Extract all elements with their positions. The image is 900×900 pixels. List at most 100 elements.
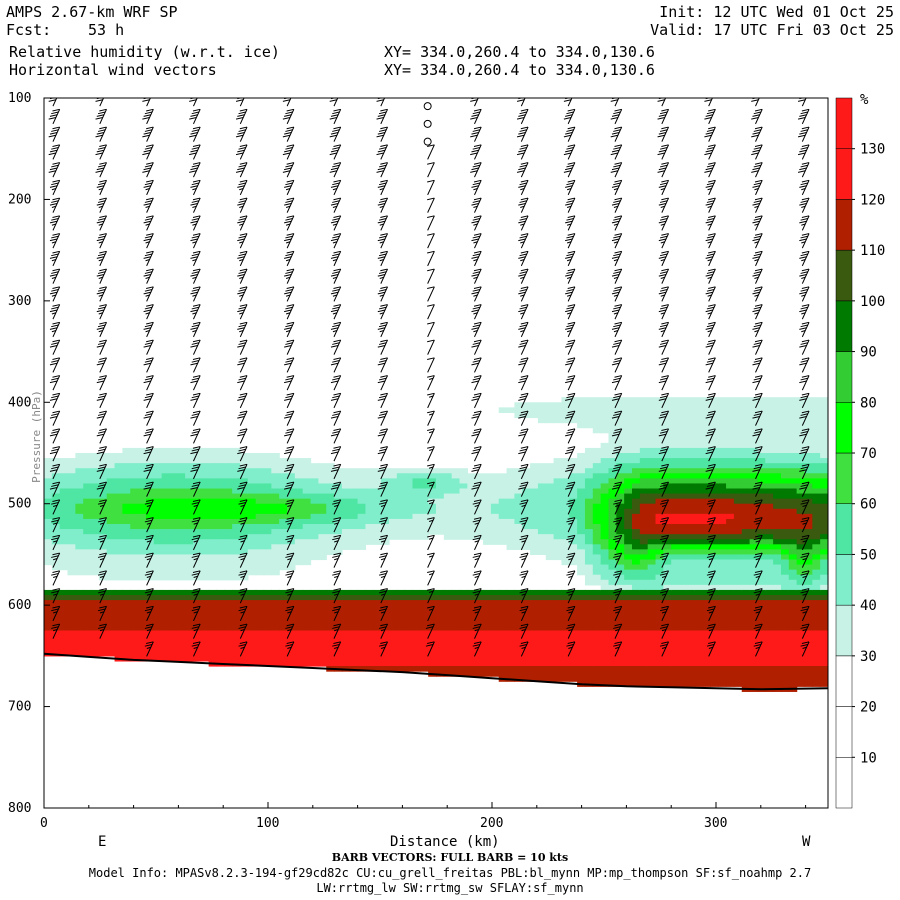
- rh-cell: [765, 513, 774, 520]
- rh-cell: [616, 488, 625, 495]
- barb-flag: [192, 552, 201, 556]
- rh-cell: [600, 458, 610, 464]
- rh-cell: [138, 635, 147, 642]
- rh-cell: [279, 468, 288, 474]
- rh-cell: [632, 478, 641, 485]
- rh-cell: [820, 402, 828, 408]
- barb-shaft: [193, 481, 201, 497]
- rh-cell: [632, 559, 641, 566]
- rh-cell: [569, 676, 578, 682]
- rh-cell: [812, 549, 821, 556]
- rh-cell: [726, 635, 735, 642]
- rh-cell: [773, 600, 782, 606]
- barb-flag: [143, 291, 151, 295]
- rh-cell: [647, 666, 657, 672]
- rh-cell: [679, 584, 688, 591]
- rh-cell: [726, 478, 735, 485]
- rh-cell: [812, 539, 821, 545]
- rh-cell: [616, 650, 625, 657]
- rh-cell: [200, 453, 210, 459]
- rh-cell: [733, 554, 743, 561]
- rh-cell: [334, 524, 343, 530]
- rh-cell: [310, 549, 319, 556]
- rh-cell: [820, 640, 828, 647]
- rh-cell: [608, 610, 617, 616]
- rh-cell: [608, 595, 617, 601]
- barb-flag: [190, 398, 198, 401]
- barb-flag: [239, 534, 248, 538]
- rh-cell: [647, 478, 657, 485]
- barb-flag: [96, 238, 105, 242]
- rh-cell: [302, 488, 312, 495]
- rh-cell: [192, 513, 202, 520]
- rh-cell: [624, 681, 633, 687]
- rh-cell: [326, 513, 335, 520]
- rh-cell: [584, 518, 594, 525]
- rh-cell: [718, 453, 727, 459]
- rh-cell: [428, 529, 437, 535]
- barb-flag: [239, 197, 248, 201]
- rh-cell: [396, 478, 406, 485]
- rh-cell: [404, 650, 414, 657]
- rh-cell: [780, 518, 790, 525]
- rh-cell: [741, 681, 751, 687]
- rh-cell: [279, 645, 288, 652]
- rh-cell: [820, 518, 828, 525]
- rh-cell: [318, 488, 327, 495]
- rh-cell: [710, 442, 719, 449]
- rh-cell: [255, 518, 265, 525]
- barb-flag: [51, 271, 59, 274]
- rh-cell: [592, 589, 602, 596]
- rh-cell: [490, 630, 500, 637]
- barb-flag: [191, 200, 200, 203]
- rh-cell: [467, 645, 476, 652]
- rh-cell: [741, 671, 751, 677]
- barb-shaft: [193, 304, 201, 320]
- rh-cell: [663, 412, 672, 419]
- rh-cell: [138, 650, 147, 657]
- rh-cell: [349, 483, 359, 490]
- rh-cell: [498, 625, 508, 632]
- rh-cell: [788, 589, 798, 596]
- rh-cell: [537, 483, 547, 490]
- rh-cell: [686, 513, 696, 520]
- rh-cell: [812, 660, 821, 667]
- rh-cell: [388, 640, 398, 647]
- rh-cell: [318, 615, 327, 621]
- rh-cell: [138, 503, 147, 510]
- barb-flag: [238, 289, 246, 292]
- barb-flag: [99, 558, 105, 561]
- model-title: AMPS 2.67-km WRF SP: [6, 3, 178, 21]
- rh-cell: [788, 610, 798, 616]
- rh-cell: [710, 635, 719, 642]
- rh-cell: [240, 483, 249, 490]
- rh-cell: [436, 524, 445, 530]
- rh-cell: [718, 422, 727, 429]
- rh-cell: [757, 483, 766, 490]
- rh-cell: [679, 579, 688, 586]
- rh-cell: [106, 615, 116, 621]
- rh-cell: [749, 574, 759, 581]
- barb-flag: [193, 504, 198, 507]
- barb-flag: [192, 410, 201, 414]
- rh-cell: [138, 453, 147, 459]
- rh-cell: [91, 564, 100, 571]
- rh-cell: [106, 610, 116, 616]
- rh-cell: [592, 417, 602, 424]
- rh-cell: [334, 645, 343, 652]
- rh-cell: [122, 493, 131, 500]
- rh-cell: [67, 650, 76, 657]
- rh-cell: [577, 458, 586, 464]
- rh-cell: [373, 539, 382, 545]
- rh-cell: [655, 513, 664, 520]
- rh-cell: [820, 625, 828, 632]
- rh-cell: [686, 640, 696, 647]
- rh-cell: [624, 513, 633, 520]
- rh-cell: [161, 655, 171, 662]
- barb-flag: [99, 233, 107, 236]
- rh-cell: [820, 660, 828, 667]
- rh-cell: [83, 498, 92, 505]
- rh-cell: [647, 412, 657, 419]
- barb-flag: [97, 519, 106, 523]
- rh-cell: [420, 473, 429, 479]
